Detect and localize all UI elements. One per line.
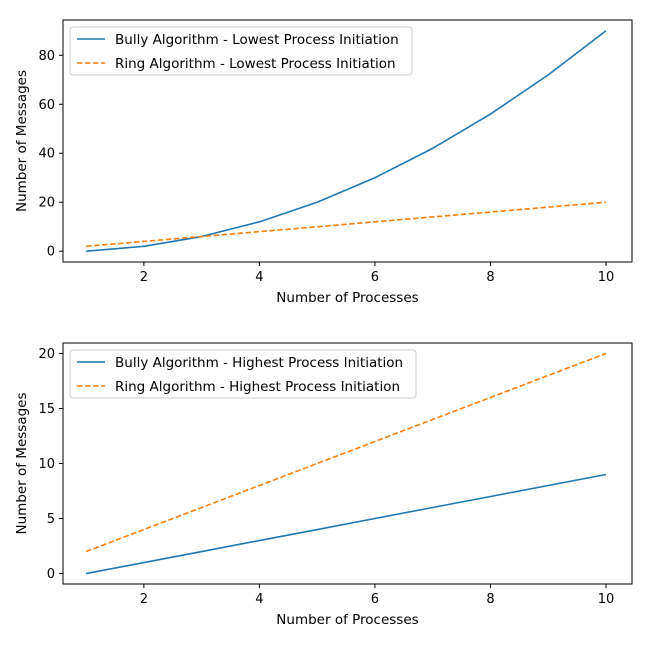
x-tick-label: 4 [255,270,263,285]
y-tick-label: 5 [47,512,55,527]
y-tick-label: 60 [38,98,55,113]
x-tick-label: 10 [598,270,615,285]
chart-2: 2 4 6 8 10 0 5 10 15 20 Number of Processes Number … [14,342,633,628]
legend-label: Bully Algorithm - Lowest Process Initiat… [115,32,399,48]
x-tick-label: 6 [371,592,379,607]
y-tick-label: 0 [47,567,55,582]
legend: Bully Algorithm - Lowest Process Initiat… [69,26,413,76]
series-line-1 [85,473,607,575]
x-axis-label: Number of Processes [276,290,418,306]
y-tick-label: 80 [38,49,55,64]
x-axis-label: Number of Processes [276,612,418,628]
legend: Bully Algorithm - Highest Process Initia… [69,349,417,399]
x-tick-label: 10 [598,592,615,607]
y-tick-label: 10 [38,457,55,472]
x-tick-label: 4 [255,592,263,607]
series-line-1 [86,30,607,253]
legend-box [69,26,413,76]
y-tick-label: 15 [38,402,55,417]
y-tick-label: 0 [47,245,55,260]
y-axis-label: Number of Messages [14,70,30,212]
legend-box [69,349,417,399]
y-tick-label: 40 [38,147,55,162]
legend-label: Ring Algorithm - Highest Process Initiat… [115,379,400,395]
legend-label: Ring Algorithm - Lowest Process Initiati… [115,56,396,72]
x-tick-label: 2 [140,592,148,607]
x-tick-label: 8 [486,270,494,285]
x-tick-label: 8 [486,592,494,607]
chart-1: 2 4 6 8 10 0 20 40 60 80 Number of Processes Number… [14,19,633,306]
legend-label: Bully Algorithm - Highest Process Initia… [115,355,403,371]
y-tick-label: 20 [38,196,55,211]
x-tick-label: 2 [140,270,148,285]
x-tick-label: 6 [371,270,379,285]
plot-area-frame [62,19,633,263]
series-line-2 [86,201,607,248]
series-line-2 [85,352,607,553]
y-axis-label: Number of Messages [14,392,30,534]
y-tick-label: 20 [38,347,55,362]
